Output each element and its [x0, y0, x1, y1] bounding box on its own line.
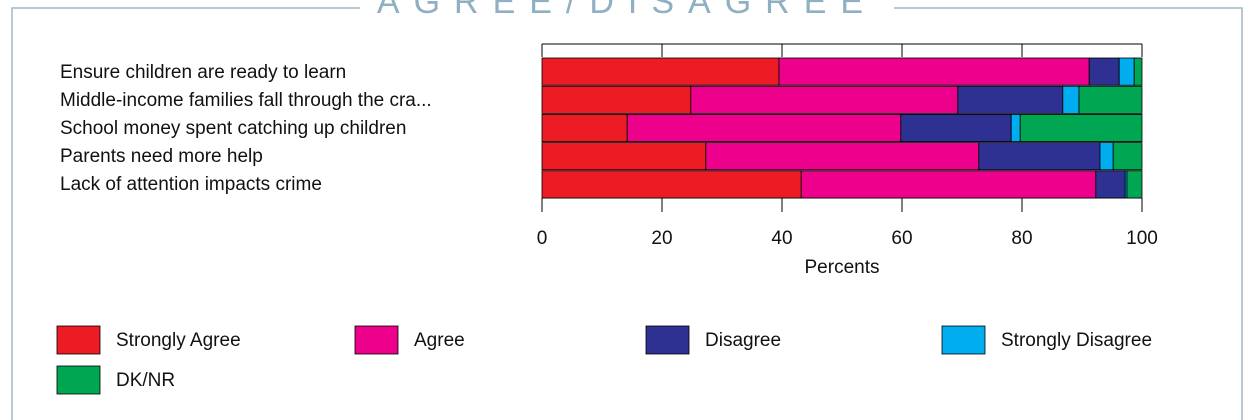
bar-segment: [1095, 170, 1126, 199]
bar-segment: [800, 170, 1097, 199]
legend-swatch: [645, 325, 690, 355]
bar-segment: [1010, 114, 1021, 143]
bar-segment: [1088, 57, 1120, 86]
legend-label: Strongly Agree: [116, 330, 241, 351]
bar-segment: [1126, 170, 1143, 199]
chart-title: AGREE/DISAGREE: [377, 0, 877, 21]
category-label: School money spent catching up children: [60, 118, 406, 139]
category-label: Lack of attention impacts crime: [60, 174, 322, 195]
x-tick-label: 100: [1126, 228, 1158, 249]
legend-swatch: [56, 325, 101, 355]
x-tick-label: 40: [771, 228, 792, 249]
bar-segment: [900, 114, 1012, 143]
bar-segment: [626, 114, 902, 143]
x-tick-label: 60: [891, 228, 912, 249]
bar-segment: [1099, 142, 1114, 171]
legend-label: Strongly Disagree: [1001, 330, 1152, 351]
bar-segment: [778, 57, 1090, 86]
bar-segment: [978, 142, 1101, 171]
bar-segment: [690, 85, 959, 114]
bar-segment: [541, 85, 692, 114]
category-label: Parents need more help: [60, 146, 263, 167]
bar-segment: [541, 114, 628, 143]
x-axis-label: Percents: [805, 257, 880, 278]
bar-segment: [541, 170, 802, 199]
bar-segment: [541, 57, 780, 86]
frame: [11, 7, 1243, 420]
bar-segment: [1078, 85, 1143, 114]
bar-segment: [957, 85, 1064, 114]
x-tick-label: 20: [651, 228, 672, 249]
x-tick-label: 80: [1011, 228, 1032, 249]
legend-label: DK/NR: [116, 370, 175, 391]
bar-segment: [541, 142, 707, 171]
legend-label: Agree: [414, 330, 465, 351]
bar-segment: [1019, 114, 1143, 143]
category-label: Middle-income families fall through the …: [60, 90, 432, 111]
bar-segment: [1118, 57, 1135, 86]
bar-segment: [1062, 85, 1080, 114]
bar-segment: [1112, 142, 1143, 171]
x-tick-label: 0: [537, 228, 548, 249]
legend-label: Disagree: [705, 330, 781, 351]
legend-swatch: [941, 325, 986, 355]
bar-segment: [1133, 57, 1143, 86]
legend-swatch: [56, 365, 101, 395]
category-label: Ensure children are ready to learn: [60, 62, 346, 83]
bar-segment: [705, 142, 980, 171]
legend-swatch: [354, 325, 399, 355]
